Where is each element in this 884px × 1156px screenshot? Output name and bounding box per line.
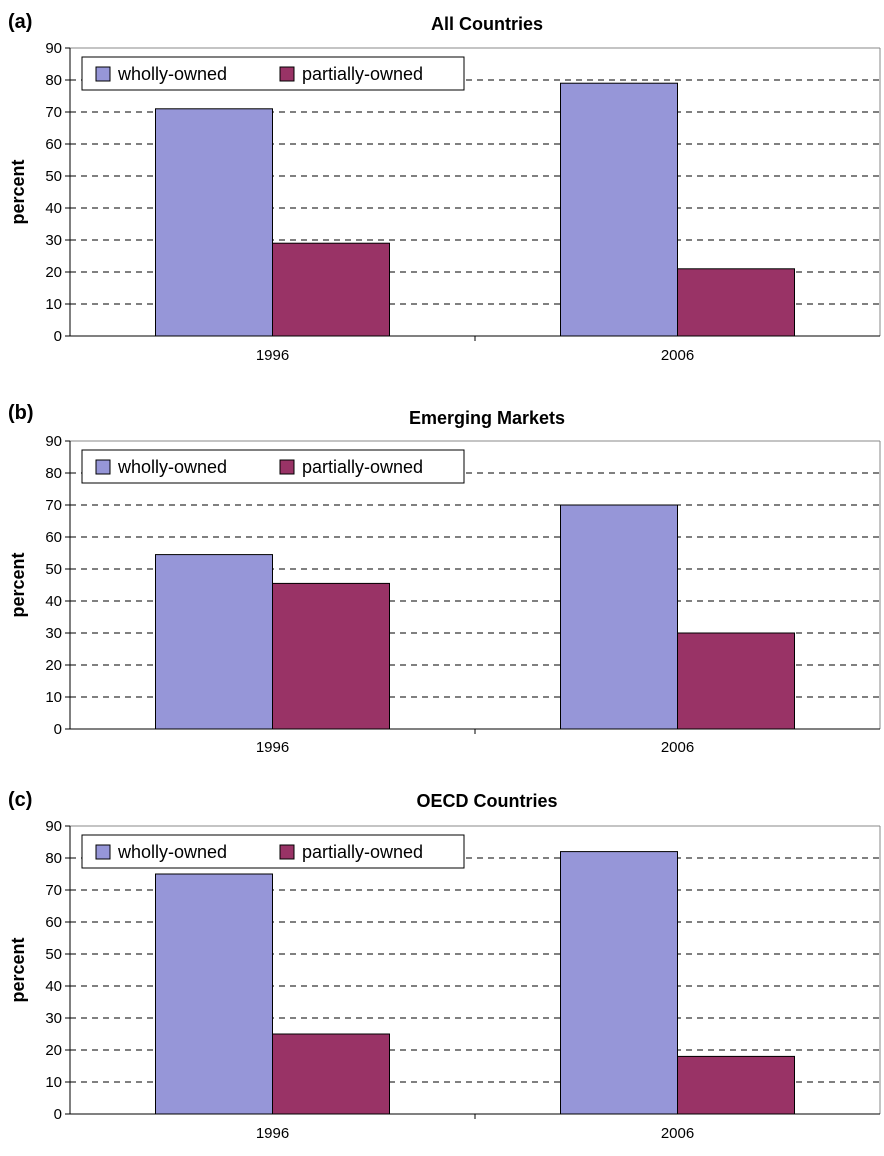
y-tick-label: 50 — [45, 946, 62, 963]
bar-partially-owned-1996 — [272, 1033, 390, 1115]
legend-swatch-wholly-owned — [95, 66, 111, 82]
legend-label: wholly-owned — [117, 842, 227, 862]
y-axis-label: percent — [8, 159, 28, 224]
chart-title: OECD Countries — [416, 791, 557, 811]
legend-swatch-partially-owned — [279, 844, 295, 860]
bar-wholly-owned-2006 — [560, 504, 678, 730]
y-tick-label: 70 — [45, 882, 62, 899]
bar-wholly-owned-2006 — [560, 851, 678, 1115]
y-tick-label: 0 — [54, 1106, 62, 1123]
y-axis-label: percent — [8, 552, 28, 617]
x-tick-label: 2006 — [661, 739, 694, 756]
legend-label: partially-owned — [302, 842, 423, 862]
x-tick-label: 1996 — [256, 1125, 289, 1142]
bar-partially-owned-1996 — [272, 582, 390, 730]
legend-swatch-wholly-owned — [95, 844, 111, 860]
y-tick-label: 90 — [45, 818, 62, 835]
y-tick-label: 60 — [45, 914, 62, 931]
chart-panel-2: (c) OECD Countries 0 10 20 30 40 50 60 70 80 90 perc… — [8, 789, 881, 1142]
legend-swatch-partially-owned — [279, 459, 295, 475]
y-tick-label: 60 — [45, 136, 62, 153]
bar-wholly-owned-1996 — [155, 873, 273, 1115]
y-tick-label: 20 — [45, 1042, 62, 1059]
y-tick-label: 0 — [54, 328, 62, 345]
panel-label: (b) — [8, 402, 34, 424]
y-tick-label: 40 — [45, 593, 62, 610]
legend-swatch-wholly-owned — [95, 459, 111, 475]
legend-box — [81, 56, 465, 91]
legend-label: wholly-owned — [117, 457, 227, 477]
bar-wholly-owned-1996 — [155, 554, 273, 730]
panel-label: (a) — [8, 11, 32, 33]
legend-label: partially-owned — [302, 64, 423, 84]
x-tick-label: 1996 — [256, 347, 289, 364]
y-tick-label: 70 — [45, 104, 62, 121]
y-axis-label: percent — [8, 937, 28, 1002]
y-tick-label: 40 — [45, 200, 62, 217]
chart-panel-0: (a) All Countries 0 10 20 30 40 50 60 70 80 90 perce… — [8, 11, 881, 364]
y-tick-label: 20 — [45, 264, 62, 281]
legend-label: partially-owned — [302, 457, 423, 477]
y-tick-label: 30 — [45, 1010, 62, 1027]
y-tick-label: 50 — [45, 561, 62, 578]
y-tick-label: 80 — [45, 72, 62, 89]
y-tick-label: 10 — [45, 296, 62, 313]
panel-label: (c) — [8, 789, 32, 811]
chart-title: All Countries — [431, 14, 543, 34]
y-tick-label: 10 — [45, 689, 62, 706]
bar-partially-owned-2006 — [677, 632, 795, 730]
x-tick-label: 2006 — [661, 1125, 694, 1142]
y-tick-label: 50 — [45, 168, 62, 185]
y-tick-label: 70 — [45, 497, 62, 514]
y-tick-label: 80 — [45, 850, 62, 867]
y-tick-label: 90 — [45, 40, 62, 57]
y-tick-label: 20 — [45, 657, 62, 674]
legend-box — [81, 834, 465, 869]
y-tick-label: 80 — [45, 465, 62, 482]
x-tick-label: 2006 — [661, 347, 694, 364]
y-tick-label: 10 — [45, 1074, 62, 1091]
legend-label: wholly-owned — [117, 64, 227, 84]
chart-panel-1: (b) Emerging Markets 0 10 20 30 40 50 60 70 80 90 pe… — [8, 402, 881, 756]
legend-swatch-partially-owned — [279, 66, 295, 82]
bar-wholly-owned-1996 — [155, 108, 273, 337]
y-tick-label: 90 — [45, 433, 62, 450]
y-tick-label: 0 — [54, 721, 62, 738]
y-tick-label: 40 — [45, 978, 62, 995]
y-tick-label: 30 — [45, 625, 62, 642]
x-tick-label: 1996 — [256, 739, 289, 756]
y-tick-label: 60 — [45, 529, 62, 546]
bar-partially-owned-1996 — [272, 242, 390, 337]
chart-title: Emerging Markets — [409, 408, 565, 428]
legend-box — [81, 449, 465, 484]
bar-partially-owned-2006 — [677, 1055, 795, 1115]
bar-wholly-owned-2006 — [560, 82, 678, 337]
bar-partially-owned-2006 — [677, 268, 795, 337]
y-tick-label: 30 — [45, 232, 62, 249]
